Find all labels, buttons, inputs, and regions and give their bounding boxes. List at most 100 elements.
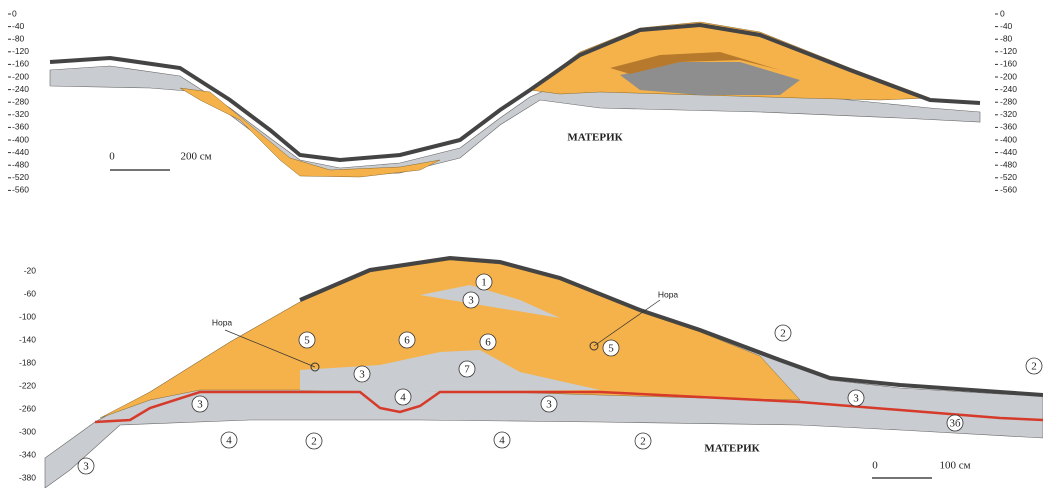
depth-tick: -220 — [19, 380, 36, 390]
layer-marker-circle — [77, 457, 95, 475]
layer-marker: 5 — [608, 343, 614, 355]
depth-tick: -80 — [1000, 33, 1013, 43]
bottom-profile — [44, 255, 1043, 488]
layer-marker: 7 — [464, 364, 470, 376]
depth-tick: -520 — [1000, 172, 1017, 182]
depth-tick: -120 — [12, 46, 29, 56]
burrow — [589, 341, 599, 351]
layer-marker: 6 — [404, 335, 410, 347]
layer-marker: 3 — [83, 461, 89, 473]
gray-lens-3 — [420, 285, 560, 318]
burrow-label: Нора — [658, 289, 679, 299]
depth-tick: -260 — [19, 403, 36, 413]
depth-tick: -280 — [12, 96, 29, 106]
depth-tick: -360 — [1000, 122, 1017, 132]
layer-marker-circle — [394, 388, 412, 406]
layer-marker-circle — [479, 333, 497, 351]
depth-tick: -440 — [12, 147, 29, 157]
top-profile — [49, 21, 981, 178]
layer-marker-circle — [493, 431, 511, 449]
layer-marker-circle — [398, 331, 416, 349]
depth-tick: -340 — [19, 449, 36, 459]
layer-marker: 3 — [468, 295, 474, 307]
layer-marker: 3 — [853, 393, 859, 405]
depth-tick: -320 — [12, 109, 29, 119]
layer-marker-circle — [458, 360, 476, 378]
depth-tick: -440 — [1000, 147, 1017, 157]
burrow-leader — [224, 329, 316, 368]
layer-marker: 6 — [485, 337, 491, 349]
depth-tick: -40 — [1000, 21, 1013, 31]
layer-marker: 2 — [780, 328, 786, 340]
depth-tick: -160 — [1000, 59, 1017, 69]
depth-tick: -480 — [1000, 159, 1017, 169]
scale-end: 200 см — [180, 151, 211, 163]
layer-marker: 3 — [546, 399, 552, 411]
dark-core — [620, 62, 800, 95]
depth-tick: -140 — [19, 334, 36, 344]
depth-tick: -20 — [24, 265, 37, 275]
depth-tick: 0 — [12, 8, 17, 18]
depth-tick: -320 — [1000, 109, 1017, 119]
layer-marker-circle — [353, 365, 371, 383]
layer-marker: 2 — [640, 436, 646, 448]
depth-tick: -200 — [12, 71, 29, 81]
depth-tick: -100 — [19, 311, 36, 321]
depth-tick: -560 — [12, 185, 29, 195]
depth-tick: -400 — [1000, 134, 1017, 144]
orange-fill-valley — [179, 87, 441, 178]
depth-tick: -180 — [19, 357, 36, 367]
depth-tick: -120 — [1000, 46, 1017, 56]
surface-line — [49, 22, 981, 163]
section-label: МАТЕРИК — [567, 132, 622, 144]
layer-marker: 1 — [481, 277, 487, 289]
depth-tick: -80 — [12, 33, 25, 43]
layer-marker-circle — [946, 414, 964, 432]
scale-bars — [110, 169, 932, 479]
depth-tick: -560 — [1000, 185, 1017, 195]
depth-tick: -400 — [12, 134, 29, 144]
burrow-leader — [593, 299, 661, 347]
layer-marker-circle — [462, 291, 480, 309]
depth-tick: -160 — [12, 59, 29, 69]
red-line — [94, 390, 1043, 424]
layer-marker: 2 — [311, 436, 317, 448]
depth-tick: -520 — [12, 172, 29, 182]
layer-marker: 5 — [304, 335, 310, 347]
gray-lens-7 — [300, 350, 600, 392]
scale-start: 0 — [872, 460, 878, 472]
surface-line — [299, 255, 1043, 397]
depth-tick: -480 — [12, 159, 29, 169]
layer-marker: 3б — [949, 418, 961, 430]
depth-tick: -280 — [1000, 96, 1017, 106]
depth-tick: -300 — [19, 426, 36, 436]
layer-marker-circle — [540, 395, 558, 413]
layer-marker: 2 — [1031, 361, 1037, 373]
layer-marker-circle — [774, 324, 792, 342]
layer-marker-circle — [847, 389, 865, 407]
layer-marker-circle — [475, 273, 493, 291]
burrow — [310, 362, 320, 372]
brown-lens — [610, 52, 780, 74]
layer-marker: 4 — [499, 435, 505, 447]
layer-marker-circle — [298, 331, 316, 349]
layer-marker-circle — [602, 339, 620, 357]
layer-marker-circle — [1025, 357, 1043, 375]
depth-tick: -200 — [1000, 71, 1017, 81]
layer-marker-circle — [305, 432, 323, 450]
layer-marker-circle — [191, 395, 209, 413]
layer-marker: 3 — [359, 369, 365, 381]
depth-tick: -380 — [19, 472, 36, 482]
depth-tick: -240 — [12, 84, 29, 94]
layer-marker: 4 — [226, 435, 232, 447]
depth-tick: 0 — [1000, 8, 1005, 18]
layer-marker: 4 — [400, 392, 406, 404]
burrow-label: Нора — [212, 317, 233, 327]
depth-tick: -60 — [24, 288, 37, 298]
layer-marker: 3 — [197, 399, 203, 411]
depth-tick: -360 — [12, 122, 29, 132]
layer-marker-circle — [634, 432, 652, 450]
scale-start: 0 — [109, 151, 115, 163]
scale-end: 100 см — [939, 460, 970, 472]
